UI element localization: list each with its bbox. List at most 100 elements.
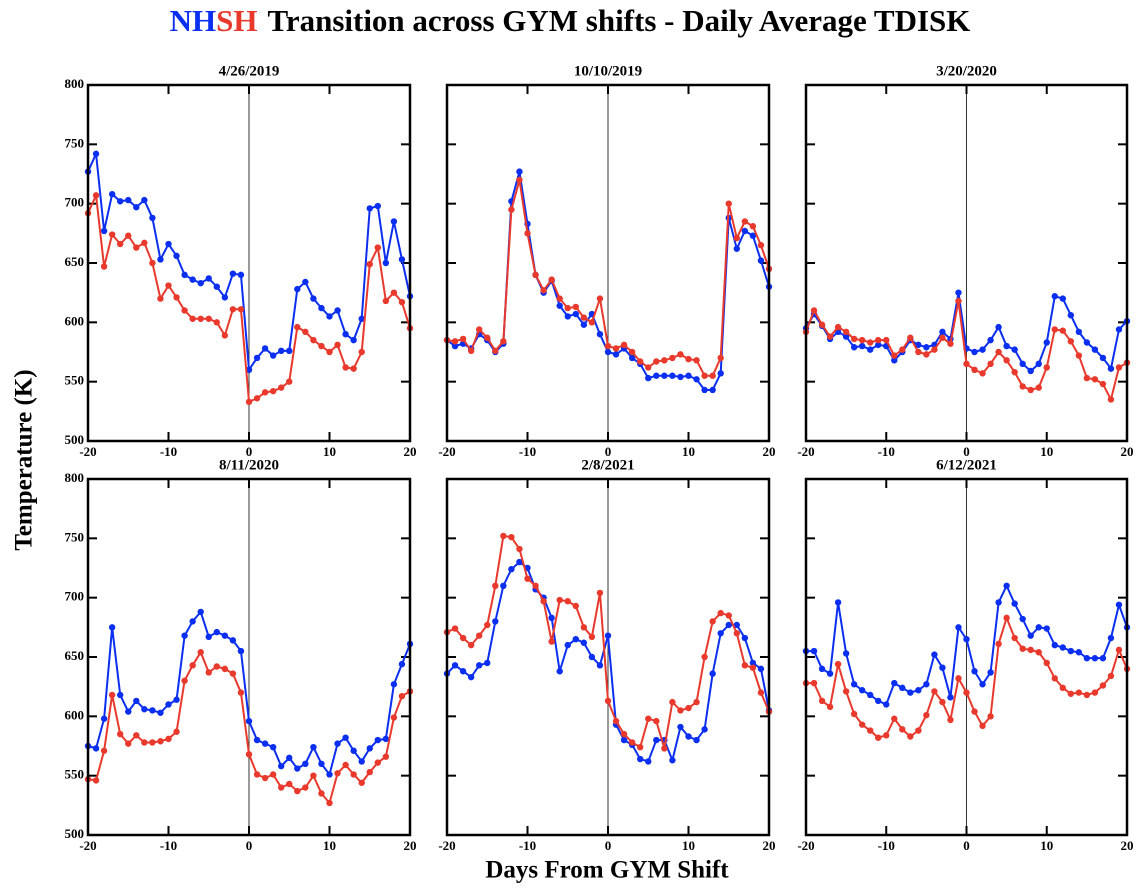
data-point bbox=[516, 558, 523, 566]
data-point bbox=[1091, 346, 1099, 353]
x-tick-label: 20 bbox=[763, 838, 776, 853]
data-point bbox=[100, 747, 108, 754]
data-point bbox=[1019, 645, 1026, 652]
data-point bbox=[850, 344, 858, 351]
data-point bbox=[197, 649, 204, 656]
data-point bbox=[229, 670, 237, 677]
data-point bbox=[669, 698, 676, 706]
data-point bbox=[390, 289, 398, 296]
data-point bbox=[524, 575, 531, 582]
data-point bbox=[318, 342, 325, 350]
data-point bbox=[197, 279, 204, 287]
data-point bbox=[1059, 684, 1067, 692]
y-tick-label: 600 bbox=[65, 707, 85, 722]
data-point bbox=[1043, 625, 1050, 632]
data-point bbox=[149, 259, 156, 267]
data-point bbox=[915, 348, 922, 356]
data-point bbox=[572, 636, 579, 643]
data-point bbox=[741, 227, 749, 235]
data-point bbox=[709, 372, 716, 379]
data-point bbox=[451, 342, 459, 350]
data-point bbox=[556, 596, 563, 604]
data-point bbox=[1099, 354, 1107, 362]
data-point bbox=[253, 736, 261, 744]
data-point bbox=[757, 257, 765, 264]
data-point bbox=[1011, 346, 1018, 353]
data-point bbox=[500, 532, 507, 540]
y-tick-label: 800 bbox=[65, 76, 85, 91]
data-point bbox=[637, 755, 644, 763]
data-point bbox=[310, 772, 317, 779]
data-point bbox=[269, 352, 277, 359]
data-point bbox=[173, 728, 180, 735]
data-point bbox=[213, 663, 220, 670]
data-point bbox=[398, 256, 406, 263]
data-point bbox=[818, 697, 826, 705]
x-tick-label: 10 bbox=[1040, 838, 1053, 853]
data-point bbox=[286, 754, 293, 762]
data-point bbox=[612, 351, 620, 358]
data-point bbox=[931, 346, 938, 353]
data-point bbox=[516, 176, 523, 184]
data-point bbox=[842, 333, 850, 340]
data-point bbox=[850, 710, 858, 718]
data-point bbox=[540, 598, 547, 605]
data-point bbox=[358, 758, 365, 765]
data-point bbox=[318, 790, 325, 797]
data-point bbox=[1003, 614, 1010, 622]
data-point bbox=[1099, 682, 1107, 689]
data-point bbox=[92, 192, 100, 199]
data-point bbox=[181, 677, 188, 684]
data-point bbox=[717, 630, 724, 637]
data-point bbox=[979, 681, 986, 688]
data-point bbox=[157, 709, 164, 716]
data-point bbox=[826, 333, 834, 340]
data-point bbox=[459, 668, 467, 675]
data-point bbox=[451, 625, 459, 632]
data-point bbox=[302, 328, 309, 336]
data-point bbox=[205, 275, 212, 282]
data-point bbox=[476, 326, 483, 333]
data-point bbox=[205, 633, 212, 641]
data-point bbox=[1051, 326, 1058, 333]
data-point bbox=[987, 713, 994, 720]
data-point bbox=[302, 760, 309, 767]
y-axis-label: Temperature (K) bbox=[11, 369, 38, 550]
data-point bbox=[867, 691, 874, 699]
data-point bbox=[157, 295, 164, 302]
data-point bbox=[374, 244, 381, 251]
data-point bbox=[701, 653, 708, 661]
data-point bbox=[1003, 357, 1010, 364]
data-point bbox=[181, 632, 188, 639]
data-point bbox=[1091, 376, 1099, 383]
data-point bbox=[987, 669, 994, 676]
data-point bbox=[173, 294, 180, 301]
data-point bbox=[677, 373, 684, 381]
x-tick-label: 0 bbox=[605, 444, 612, 459]
legend-sh: SH bbox=[216, 3, 257, 38]
data-point bbox=[899, 726, 906, 733]
data-point bbox=[733, 245, 740, 252]
panel-frame bbox=[86, 83, 412, 443]
panel-frame bbox=[804, 83, 1129, 443]
x-tick-label: 20 bbox=[1121, 838, 1134, 853]
data-point bbox=[653, 717, 660, 725]
data-point bbox=[604, 342, 612, 350]
data-point bbox=[987, 336, 994, 344]
x-tick-label: -10 bbox=[878, 838, 895, 853]
data-point bbox=[286, 780, 293, 788]
data-point bbox=[1059, 295, 1067, 302]
data-point bbox=[818, 665, 826, 673]
data-point bbox=[197, 608, 204, 616]
data-point bbox=[165, 240, 172, 248]
data-point bbox=[1035, 360, 1042, 368]
data-point bbox=[165, 701, 172, 708]
panel-title: 10/10/2019 bbox=[574, 63, 642, 79]
data-point bbox=[685, 733, 692, 740]
data-point bbox=[653, 736, 660, 744]
data-point bbox=[725, 200, 732, 207]
data-point bbox=[149, 214, 156, 222]
data-point bbox=[661, 745, 668, 752]
data-point bbox=[374, 202, 381, 210]
